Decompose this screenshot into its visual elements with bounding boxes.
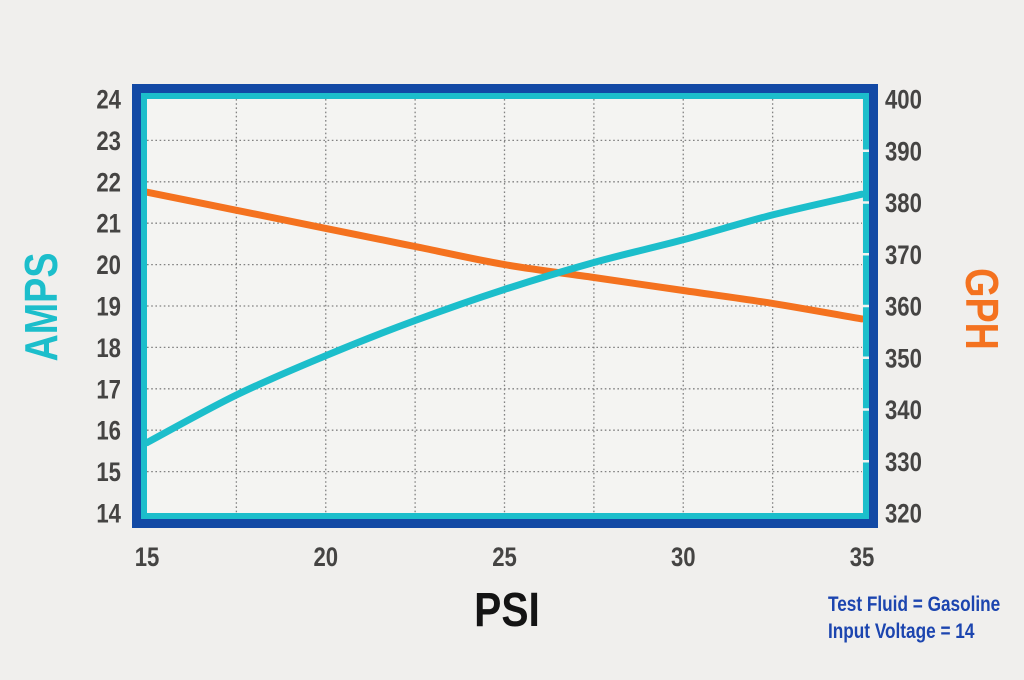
series-lines — [143, 188, 866, 447]
left-axis-label-18: 18 — [96, 334, 121, 364]
frame-outer-border — [132, 84, 878, 528]
right-axis-label-350: 350 — [885, 344, 922, 374]
right-axis-label-400: 400 — [885, 86, 922, 116]
series-line-gph — [143, 188, 866, 323]
footnote-test-fluid: Test Fluid = Gasoline — [828, 594, 1001, 617]
right-axis-title-gph: GPH — [956, 268, 1007, 350]
x-axis-label-20: 20 — [313, 543, 338, 573]
right-axis-label-360: 360 — [885, 293, 922, 323]
left-axis-label-19: 19 — [96, 293, 121, 323]
left-axis-label-21: 21 — [96, 210, 121, 240]
left-axis-label-20: 20 — [96, 251, 121, 281]
right-axis-label-340: 340 — [885, 396, 922, 426]
x-axis-label-35: 35 — [850, 543, 875, 573]
left-axis-label-15: 15 — [96, 458, 121, 488]
axis-ticks — [860, 149, 869, 463]
x-axis-label-15: 15 — [135, 543, 160, 573]
left-axis-label-23: 23 — [96, 127, 121, 157]
axis-tick-labels: 14 15 16 17 18 19 20 21 22 23 24 320 330 340 350 360 370… — [96, 86, 922, 573]
x-axis-label-30: 30 — [671, 543, 696, 573]
x-axis-label-25: 25 — [492, 543, 517, 573]
footnote-input-voltage: Input Voltage = 14 — [828, 621, 975, 644]
right-axis-label-390: 390 — [885, 137, 922, 167]
right-axis-label-320: 320 — [885, 500, 922, 530]
left-axis-label-17: 17 — [96, 375, 121, 405]
series-line-amps — [143, 190, 866, 447]
left-axis-label-24: 24 — [96, 86, 121, 116]
left-axis-label-22: 22 — [96, 168, 121, 198]
left-axis-title-amps: AMPS — [15, 253, 66, 362]
right-axis-label-380: 380 — [885, 189, 922, 219]
left-axis-label-16: 16 — [96, 417, 121, 447]
right-axis-label-330: 330 — [885, 448, 922, 478]
x-axis-title-psi: PSI — [474, 584, 540, 637]
right-axis-label-370: 370 — [885, 241, 922, 271]
left-axis-label-14: 14 — [96, 500, 121, 530]
